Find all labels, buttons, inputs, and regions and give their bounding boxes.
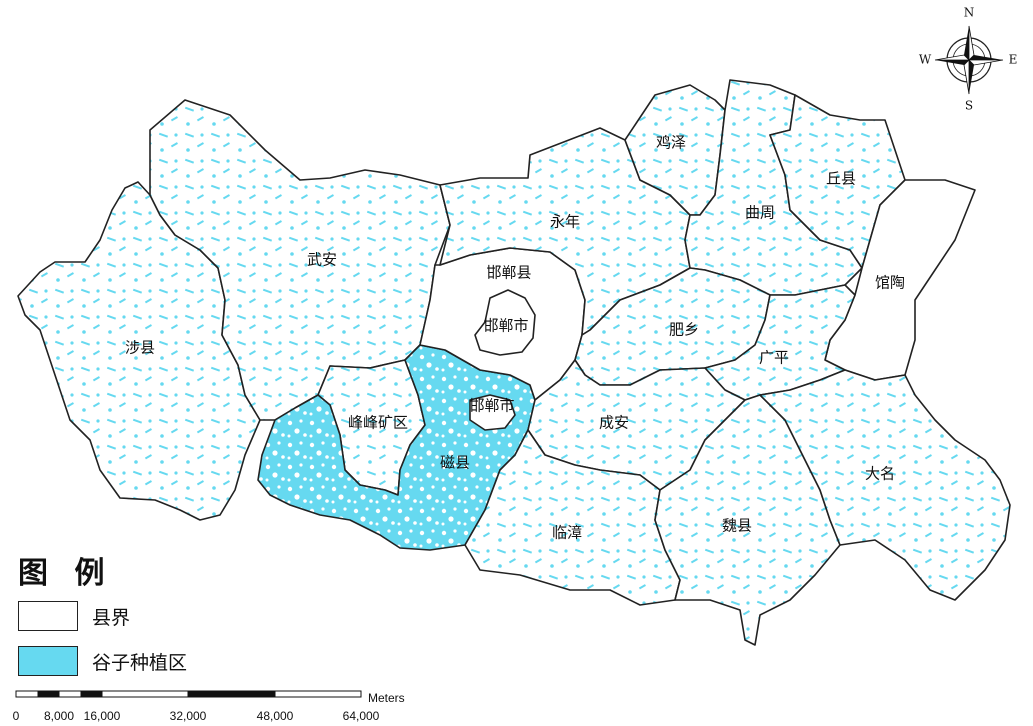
label-jize: 鸡泽: [656, 134, 686, 152]
compass-e: E: [1009, 53, 1018, 67]
label-wuan: 武安: [307, 251, 337, 269]
label-quzhou: 曲周: [745, 204, 775, 222]
label-guangping: 广平: [759, 349, 789, 367]
county-handan-shi-south: [469, 394, 516, 431]
label-shexian: 涉县: [125, 339, 155, 357]
label-handan-shi-south: 邯郸市: [469, 397, 514, 415]
label-feixiang: 肥乡: [669, 321, 699, 339]
county-handan-shi-center: [474, 289, 536, 356]
scale-tick-3: 32,000: [170, 709, 207, 723]
label-yongnian: 永年: [550, 213, 580, 231]
legend-swatch-boundary: [18, 601, 78, 631]
county-weixian: [654, 394, 841, 646]
label-linzhang: 临漳: [552, 524, 582, 542]
county-daming: [759, 369, 1011, 601]
legend-item-boundary: 县界: [18, 600, 130, 632]
legend-label-millet: 谷子种植区: [92, 651, 188, 674]
scale-tick-1: 8,000: [44, 709, 74, 723]
label-fengfeng: 峰峰矿区: [348, 414, 408, 432]
label-guantao: 馆陶: [875, 274, 905, 292]
legend-title: 图 例: [18, 556, 113, 591]
label-daming: 大名: [865, 465, 895, 483]
compass-n: N: [964, 6, 975, 20]
north-arrow-icon: N S E W: [919, 6, 1018, 113]
scale-tick-5: 64,000: [343, 709, 380, 723]
scale-tick-4: 48,000: [257, 709, 294, 723]
legend-swatch-millet: [18, 646, 78, 676]
scale-tick-2: 16,000: [84, 709, 121, 723]
compass-w: W: [919, 53, 932, 67]
label-handan-shi-center: 邯郸市: [483, 317, 528, 335]
label-chengan: 成安: [599, 414, 629, 432]
scale-unit: Meters: [368, 691, 405, 705]
label-qiuxian: 丘县: [826, 170, 856, 188]
label-handan-xian: 邯郸县: [486, 264, 531, 282]
scale-bar: Meters 0 8,000 16,000 32,000 48,000 64,0…: [13, 690, 405, 723]
label-weixian: 魏县: [722, 517, 752, 535]
legend-item-millet: 谷子种植区: [18, 645, 187, 677]
label-cixian: 磁县: [440, 454, 470, 472]
scale-tick-0: 0: [13, 709, 20, 723]
legend-label-boundary: 县界: [92, 606, 131, 629]
compass-s: S: [965, 99, 973, 113]
